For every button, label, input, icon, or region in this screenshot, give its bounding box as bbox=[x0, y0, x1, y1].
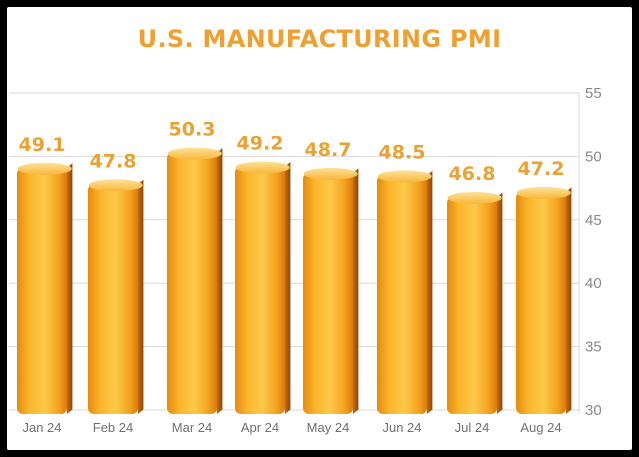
bar-front bbox=[377, 175, 427, 414]
x-tick-label: Jul 24 bbox=[455, 420, 490, 435]
x-tick-label: Jan 24 bbox=[22, 420, 61, 435]
x-tick-label: Apr 24 bbox=[241, 420, 279, 435]
bars bbox=[17, 147, 572, 414]
data-label: 47.8 bbox=[90, 150, 137, 172]
x-tick-label: Jun 24 bbox=[382, 420, 421, 435]
bar-top bbox=[167, 147, 222, 160]
bar-side bbox=[138, 179, 144, 414]
bar-top bbox=[17, 162, 72, 175]
bar bbox=[88, 179, 144, 414]
y-axis: 30 35 40 45 50 55 bbox=[585, 85, 602, 419]
y-tick-label: 40 bbox=[585, 275, 602, 292]
bar-front bbox=[167, 152, 217, 414]
bar-front bbox=[447, 196, 497, 414]
x-axis: Jan 24 Feb 24 Mar 24 Apr 24 May 24 Jun 24 Jul … bbox=[22, 420, 561, 435]
bar-front bbox=[516, 191, 566, 414]
bar-top bbox=[447, 191, 502, 204]
bar-front bbox=[303, 172, 353, 414]
bar-side bbox=[217, 148, 223, 414]
data-labels: 49.1 47.8 50.3 49.2 48.7 48.5 46.8 47.2 bbox=[19, 119, 565, 185]
bar-top bbox=[88, 179, 143, 192]
bar bbox=[516, 186, 572, 414]
data-label: 49.2 bbox=[237, 133, 284, 155]
bar bbox=[303, 167, 359, 414]
x-tick-label: Mar 24 bbox=[172, 420, 212, 435]
bar bbox=[167, 147, 223, 414]
bar-side bbox=[427, 170, 433, 414]
x-tick-label: Feb 24 bbox=[93, 420, 133, 435]
bar-side bbox=[566, 187, 572, 414]
bar bbox=[447, 191, 503, 414]
chart-frame: U.S. MANUFACTURING PMI 30 35 40 45 50 55 49.1… bbox=[7, 7, 632, 450]
data-label: 48.7 bbox=[305, 139, 352, 161]
data-label: 49.1 bbox=[19, 134, 66, 156]
bar-side bbox=[497, 192, 503, 414]
x-tick-label: May 24 bbox=[307, 420, 350, 435]
bar-front bbox=[88, 184, 138, 414]
chart-title: U.S. MANUFACTURING PMI bbox=[137, 25, 502, 53]
bar bbox=[377, 170, 433, 414]
data-label: 50.3 bbox=[169, 119, 216, 141]
bar-side bbox=[285, 162, 291, 414]
y-tick-label: 50 bbox=[585, 148, 602, 165]
data-label: 48.5 bbox=[379, 141, 426, 163]
pmi-bar-chart: 30 35 40 45 50 55 49.1 47.8 50.3 49.2 48.7 48.5 46.… bbox=[9, 85, 602, 435]
bar-front bbox=[17, 167, 67, 414]
bar-front bbox=[235, 166, 285, 414]
y-tick-label: 35 bbox=[585, 339, 602, 356]
bar bbox=[235, 161, 291, 414]
bar-top bbox=[516, 186, 571, 199]
bar-top bbox=[235, 161, 290, 174]
bar-side bbox=[67, 163, 73, 414]
data-label: 47.2 bbox=[518, 158, 565, 180]
bar-top bbox=[377, 170, 432, 183]
data-label: 46.8 bbox=[449, 163, 496, 185]
x-tick-label: Aug 24 bbox=[520, 420, 561, 435]
bar-top bbox=[303, 167, 358, 180]
bar-side bbox=[353, 168, 359, 414]
y-tick-label: 45 bbox=[585, 212, 602, 229]
bar bbox=[17, 162, 73, 414]
y-tick-label: 30 bbox=[585, 402, 602, 419]
y-tick-label: 55 bbox=[585, 85, 602, 102]
